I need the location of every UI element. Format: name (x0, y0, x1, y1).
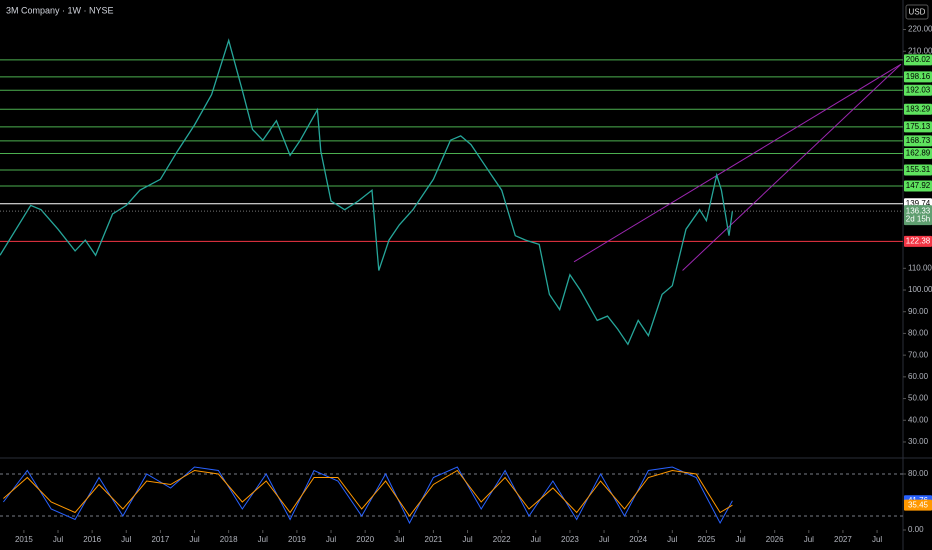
countdown: 2d 15h (906, 214, 930, 223)
x-tick-label: Jul (872, 535, 882, 544)
x-tick-label: Jul (189, 535, 199, 544)
osc-line (3, 466, 733, 525)
level-label-bg (904, 71, 932, 83)
x-tick-label: Jul (462, 535, 472, 544)
x-tick-label: 2025 (698, 535, 716, 544)
level-label: 192.03 (906, 85, 931, 94)
x-tick-label: Jul (531, 535, 541, 544)
x-tick-label: Jul (804, 535, 814, 544)
level-label-bg (904, 147, 932, 159)
level-label-bg (904, 180, 932, 192)
x-tick-label: Jul (599, 535, 609, 544)
x-tick-label: 2015 (15, 535, 33, 544)
y-tick-label: 210.00 (908, 46, 932, 55)
x-tick-label: 2024 (629, 535, 647, 544)
level-label: 175.13 (906, 122, 931, 131)
price-line (0, 38, 734, 346)
x-tick-label: 2020 (356, 535, 374, 544)
x-tick-label: Jul (667, 535, 677, 544)
x-tick-label: 2016 (83, 535, 101, 544)
level-label: 147.92 (906, 181, 931, 190)
last-price-label: 136.33 (906, 206, 931, 215)
level-label-bg (904, 164, 932, 176)
x-tick-label: Jul (735, 535, 745, 544)
x-tick-label: Jul (394, 535, 404, 544)
x-tick-label: Jul (326, 535, 336, 544)
y-tick-label: 80.00 (908, 329, 929, 338)
level-label: 139.74 (906, 199, 931, 208)
trendline (573, 63, 902, 263)
level-label-bg (904, 235, 932, 247)
currency-box[interactable] (905, 4, 929, 20)
osc-y-tick-label: 0.00 (908, 525, 924, 534)
level-label: 183.29 (906, 104, 931, 113)
y-tick-label: 100.00 (908, 285, 932, 294)
x-tick-label: 2021 (425, 535, 443, 544)
x-tick-label: 2027 (834, 535, 852, 544)
x-tick-label: 2023 (561, 535, 579, 544)
y-tick-label: 40.00 (908, 415, 929, 424)
x-tick-label: Jul (258, 535, 268, 544)
x-tick-label: 2018 (220, 535, 238, 544)
currency: USD (909, 8, 926, 17)
price-axis (903, 0, 932, 550)
level-label-bg (904, 54, 932, 66)
level-label-bg (904, 121, 932, 133)
chart-title: 3M Company · 1W · NYSE (6, 5, 114, 15)
osc-line (3, 469, 733, 517)
y-tick-label: 110.00 (908, 263, 932, 272)
y-tick-label: 30.00 (908, 437, 929, 446)
last-price-bg (904, 205, 932, 226)
y-tick-label: 60.00 (908, 372, 929, 381)
level-label-bg (904, 84, 932, 96)
level-label: 155.31 (906, 165, 931, 174)
y-tick-label: 220.00 (908, 25, 932, 34)
osc-y-tick-label: 80.00 (908, 469, 929, 478)
level-label: 198.16 (906, 72, 931, 81)
trendline (682, 63, 902, 271)
osc-value-bg (904, 499, 932, 511)
x-tick-label: 2019 (288, 535, 306, 544)
x-tick-label: 2022 (493, 535, 511, 544)
level-label: 122.38 (906, 237, 931, 246)
level-label: 168.73 (906, 136, 931, 145)
x-tick-label: Jul (53, 535, 63, 544)
osc-value-label: 35.45 (908, 500, 929, 509)
level-label: 206.02 (906, 55, 931, 64)
x-tick-label: 2017 (151, 535, 169, 544)
y-tick-label: 50.00 (908, 394, 929, 403)
x-tick-label: Jul (121, 535, 131, 544)
x-tick-label: 2026 (766, 535, 784, 544)
level-label-bg (904, 103, 932, 115)
y-tick-label: 70.00 (908, 350, 929, 359)
y-tick-label: 90.00 (908, 307, 929, 316)
level-label-bg (904, 135, 932, 147)
level-label: 162.89 (906, 149, 931, 158)
